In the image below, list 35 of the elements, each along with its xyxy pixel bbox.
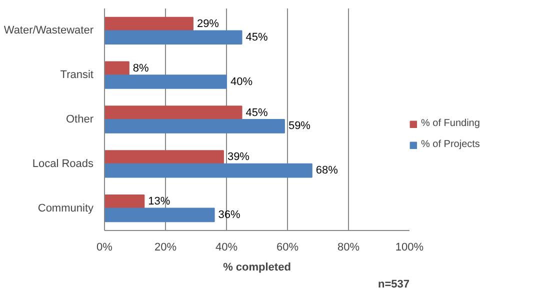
data-label: 59% (288, 120, 311, 132)
x-axis-title: % completed (223, 262, 291, 274)
bar (104, 150, 224, 164)
bar (104, 163, 312, 178)
y-tick-label: Community (38, 202, 94, 214)
bar (104, 106, 242, 120)
x-tick-label: 20% (154, 242, 177, 254)
x-tick-label: 40% (215, 242, 238, 254)
text: n=537 (378, 278, 410, 290)
y-tick-label: Local Roads (32, 158, 94, 170)
bar (104, 16, 194, 32)
x-tick-label: 0% (96, 242, 113, 254)
x-tick-label: 80% (337, 242, 360, 254)
bar (104, 194, 145, 209)
bar (104, 208, 215, 222)
y-tick-label: Transit (60, 69, 94, 82)
data-label: 45% (246, 106, 268, 119)
y-tick-label: Other (66, 114, 94, 126)
data-label: 40% (230, 76, 253, 88)
bar (104, 74, 227, 89)
legend-label: % of Funding (421, 118, 480, 129)
bar (104, 119, 285, 134)
y-tick-label: Water/Wastewater (4, 24, 94, 37)
x-tick-label: 60% (276, 242, 299, 254)
data-label: 39% (227, 151, 250, 164)
x-tick-label: 100% (395, 242, 424, 254)
data-label: 45% (246, 31, 268, 44)
bar (104, 61, 130, 76)
legend-label: % of Projects (421, 139, 480, 150)
data-label: 13% (148, 196, 170, 208)
data-label: 8% (132, 62, 150, 74)
data-label: 36% (218, 208, 241, 221)
data-label: 29% (196, 18, 220, 30)
data-label: 68% (316, 164, 338, 177)
bar (104, 30, 242, 45)
